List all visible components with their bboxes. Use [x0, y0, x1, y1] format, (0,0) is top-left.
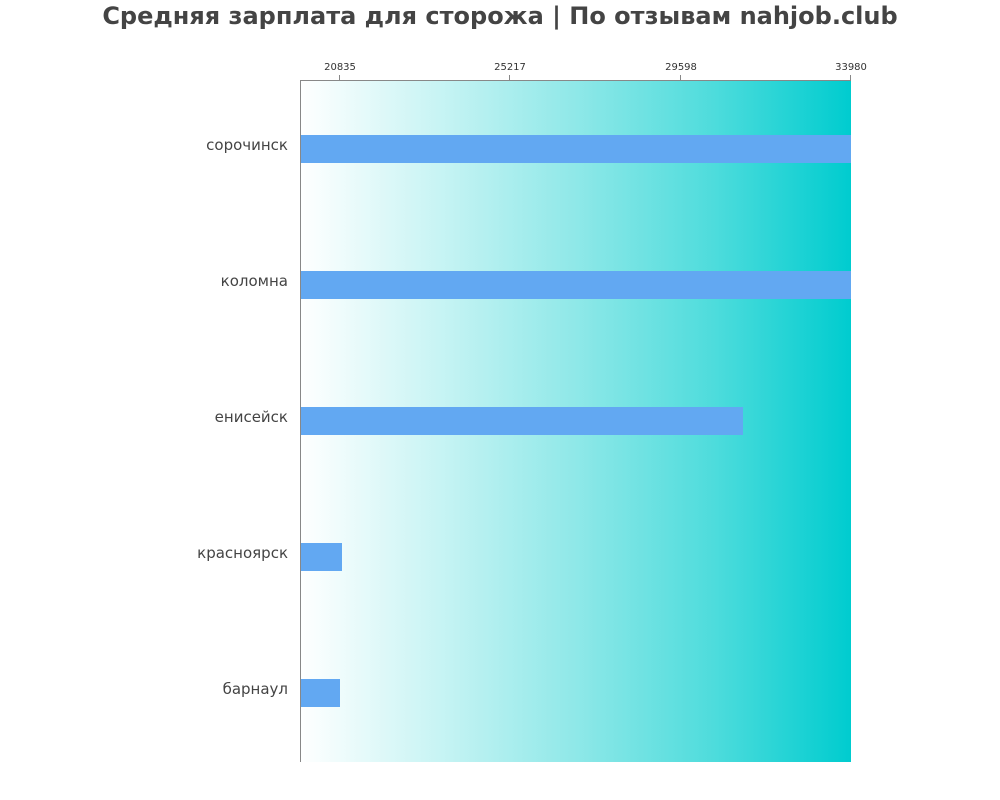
category-label: енисейск — [214, 408, 288, 426]
x-tick-mark — [509, 75, 510, 80]
category-label: сорочинск — [206, 136, 288, 154]
bar — [301, 543, 342, 571]
x-tick-mark — [680, 75, 681, 80]
bar — [301, 135, 851, 163]
x-tick-mark — [850, 75, 851, 80]
y-axis-line — [300, 80, 301, 762]
bar — [301, 407, 743, 435]
x-tick-label: 25217 — [494, 62, 526, 73]
x-tick-label: 33980 — [835, 62, 867, 73]
x-tick-label: 20835 — [324, 62, 356, 73]
x-tick-label: 29598 — [665, 62, 697, 73]
x-axis-line — [300, 80, 851, 81]
bar — [301, 679, 340, 707]
category-label: коломна — [220, 272, 288, 290]
x-tick-mark — [339, 75, 340, 80]
category-label: красноярск — [197, 544, 288, 562]
bar — [301, 271, 851, 299]
category-label: барнаул — [222, 680, 288, 698]
chart-title: Средняя зарплата для сторожа | По отзыва… — [102, 2, 898, 30]
